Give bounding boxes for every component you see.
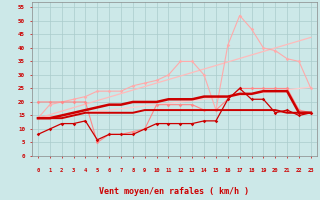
X-axis label: Vent moyen/en rafales ( km/h ): Vent moyen/en rafales ( km/h ) — [100, 187, 249, 196]
